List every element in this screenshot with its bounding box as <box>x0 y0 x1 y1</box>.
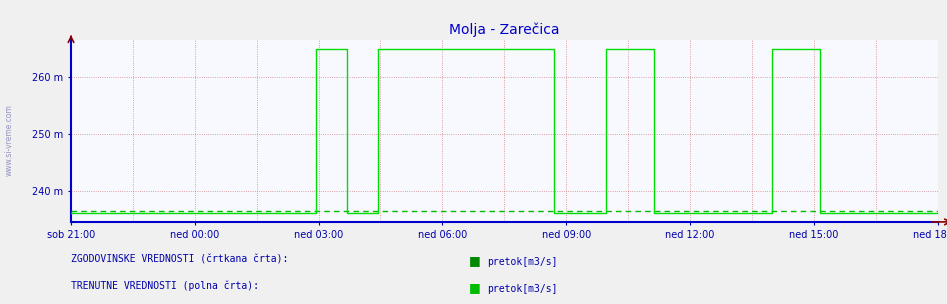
Text: ZGODOVINSKE VREDNOSTI (črtkana črta):: ZGODOVINSKE VREDNOSTI (črtkana črta): <box>71 255 289 265</box>
Text: ■: ■ <box>469 281 480 294</box>
Text: pretok[m3/s]: pretok[m3/s] <box>487 257 557 267</box>
Text: ■: ■ <box>469 254 480 268</box>
Title: Molja - Zarečica: Molja - Zarečica <box>449 22 560 37</box>
Text: www.si-vreme.com: www.si-vreme.com <box>5 104 14 176</box>
Text: TRENUTNE VREDNOSTI (polna črta):: TRENUTNE VREDNOSTI (polna črta): <box>71 281 259 292</box>
Text: pretok[m3/s]: pretok[m3/s] <box>487 284 557 294</box>
